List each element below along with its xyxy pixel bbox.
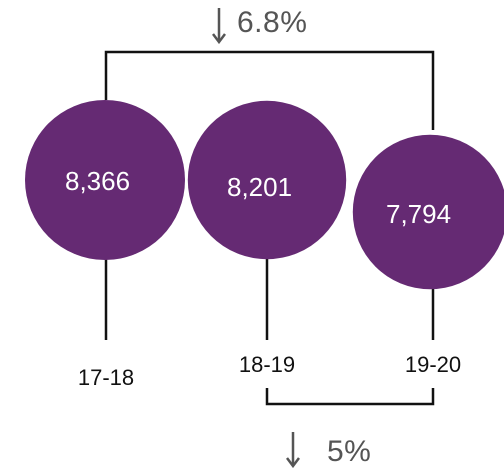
bubble-17-18 [25,100,185,260]
value-label-17-18: 8,366 [65,166,131,196]
down-arrow-icon [286,432,300,468]
down-arrow-icon [212,8,226,44]
category-label-19-20: 19-20 [404,352,462,377]
bubble-18-19 [187,100,347,260]
change-label-top: 6.8% [237,6,308,39]
category-label-17-18: 17-18 [77,365,135,390]
bottom-bracket [265,388,435,406]
change-label-bottom: 5% [327,435,372,468]
value-label-19-20: 7,794 [386,199,452,229]
top-bracket [104,50,435,130]
category-label-18-19: 18-19 [238,352,296,377]
bubble-19-20 [352,134,504,290]
value-label-18-19: 8,201 [227,172,293,202]
